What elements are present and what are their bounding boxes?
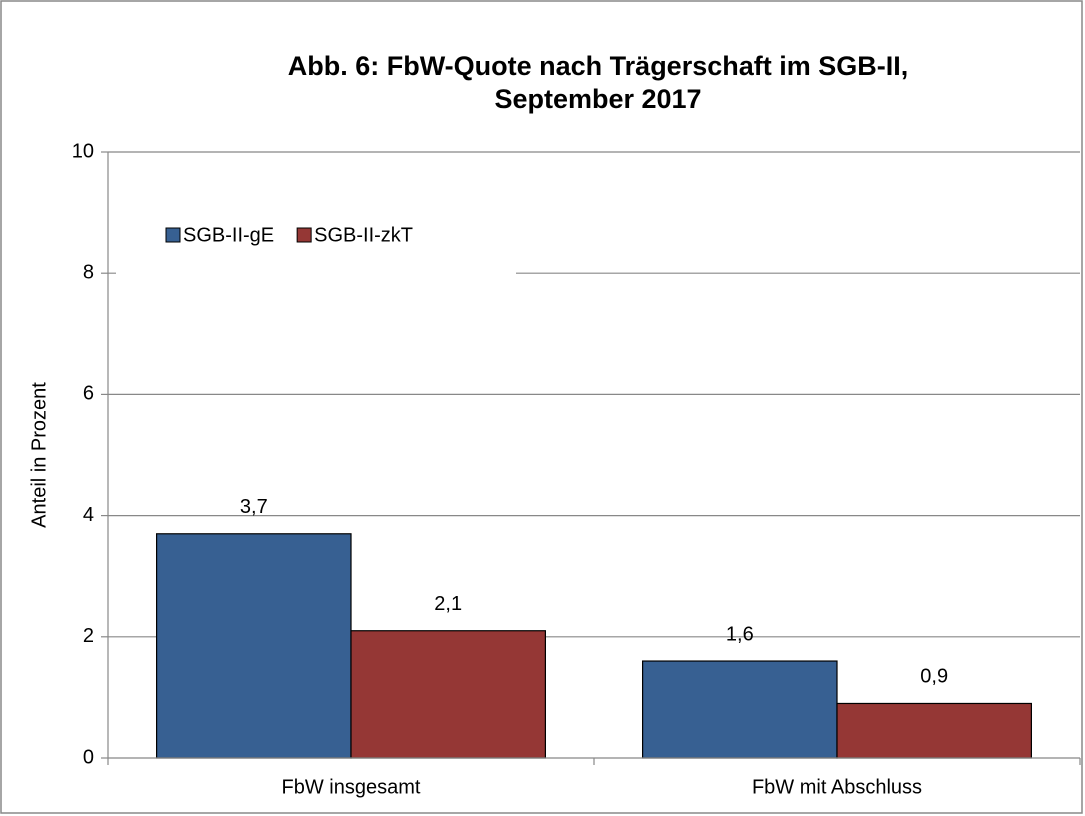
data-label: 2,1 xyxy=(434,593,462,615)
y-axis-label: Anteil in Prozent xyxy=(28,382,50,528)
y-tick-label: 2 xyxy=(83,625,94,647)
y-tick-label: 8 xyxy=(83,261,94,283)
bar xyxy=(836,702,1032,759)
data-label: 0,9 xyxy=(920,666,948,688)
chart-title: Abb. 6: FbW-Quote nach Trägerschaft im S… xyxy=(288,51,909,81)
data-label: 1,6 xyxy=(726,623,754,645)
legend-swatch xyxy=(296,227,312,243)
x-tick-label: FbW insgesamt xyxy=(282,776,421,798)
chart-subtitle: September 2017 xyxy=(494,84,701,114)
y-tick-label: 0 xyxy=(83,746,94,768)
y-tick-label: 4 xyxy=(83,504,94,526)
x-tick-label: FbW mit Abschluss xyxy=(752,776,922,798)
legend-box xyxy=(116,200,516,276)
data-label: 3,7 xyxy=(240,496,268,518)
bar xyxy=(641,660,838,759)
y-tick-label: 10 xyxy=(72,140,94,162)
bar xyxy=(156,533,352,759)
bar xyxy=(350,630,546,759)
legend-label: SGB-II-gE xyxy=(183,224,274,246)
legend-label: SGB-II-zkT xyxy=(314,224,413,246)
y-tick-label: 6 xyxy=(83,383,94,405)
legend-swatch xyxy=(165,227,181,243)
